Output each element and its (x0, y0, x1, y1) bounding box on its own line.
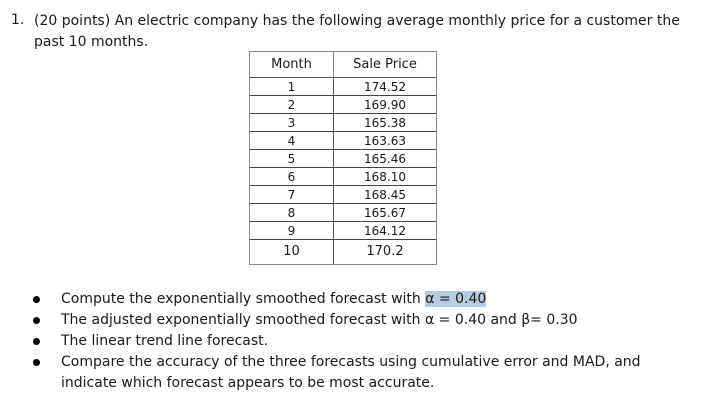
bullet-icon (33, 317, 40, 324)
question-prompt: (20 points) An electric company has the … (34, 13, 680, 50)
list-item: The linear trend line forecast. (0, 331, 641, 352)
bullet-icon (33, 338, 40, 345)
task-text: The linear trend line forecast. (61, 333, 269, 349)
table-row: 2 169.90 (249, 95, 437, 114)
price-cell: 169.90 (333, 95, 437, 114)
task-list: Compute the exponentially smoothed forec… (0, 289, 701, 394)
list-item: Compute the exponentially smoothed forec… (0, 289, 641, 310)
table-row: 5 165.46 (249, 149, 437, 168)
table-row: 4 163.63 (249, 131, 437, 150)
task-text: Compare the accuracy of the three foreca… (61, 354, 641, 391)
question-number: 1. (11, 12, 25, 28)
price-cell: 165.38 (333, 113, 437, 132)
price-cell: 164.12 (333, 221, 437, 240)
table-header-row: Month Sale Price (249, 51, 437, 78)
month-cell: 5 (249, 149, 334, 168)
price-cell: 163.63 (333, 131, 437, 150)
bullet-icon (33, 359, 40, 366)
month-cell: 2 (249, 95, 334, 114)
table-row: 7 168.45 (249, 185, 437, 204)
table-row: 3 165.38 (249, 113, 437, 132)
month-cell: 4 (249, 131, 334, 150)
table-row: 1 174.52 (249, 77, 437, 96)
table-row: 8 165.67 (249, 203, 437, 222)
table-row: 9 164.12 (249, 221, 437, 240)
price-cell: 174.52 (333, 77, 437, 96)
bullet-icon (33, 296, 40, 303)
task-text: Compute the exponentially smoothed forec… (61, 291, 426, 307)
month-cell: 7 (249, 185, 334, 204)
price-table: Month Sale Price 1 174.52 2 169.90 3 165… (249, 51, 437, 265)
price-cell: 168.45 (333, 185, 437, 204)
month-cell: 10 (249, 239, 334, 265)
month-cell: 1 (249, 77, 334, 96)
month-cell: 3 (249, 113, 334, 132)
month-cell: 6 (249, 167, 334, 186)
price-column-header: Sale Price (333, 51, 437, 78)
price-cell: 165.67 (333, 203, 437, 222)
month-cell: 8 (249, 203, 334, 222)
highlighted-alpha: α = 0.40 (425, 291, 487, 307)
list-item: The adjusted exponentially smoothed fore… (0, 310, 641, 331)
price-cell: 170.2 (333, 239, 437, 265)
month-cell: 9 (249, 221, 334, 240)
month-column-header: Month (249, 51, 334, 78)
table-row: 6 168.10 (249, 167, 437, 186)
price-cell: 168.10 (333, 167, 437, 186)
task-text: The adjusted exponentially smoothed fore… (61, 312, 578, 328)
price-cell: 165.46 (333, 149, 437, 168)
table-row: 10 170.2 (249, 239, 437, 265)
list-item: Compare the accuracy of the three foreca… (0, 352, 641, 394)
